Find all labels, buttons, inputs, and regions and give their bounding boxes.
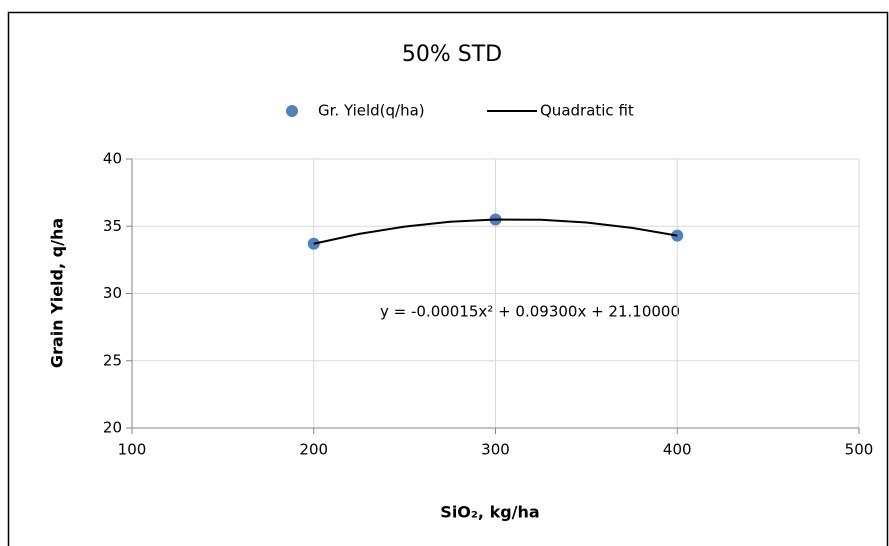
chart-title: 50% STD <box>402 42 502 67</box>
y-tick-label: 35 <box>103 217 122 235</box>
fit-line <box>313 218 678 245</box>
y-tick-label: 20 <box>103 419 122 437</box>
y-tick-label: 25 <box>103 351 122 369</box>
y-axis-label: Grain Yield, q/ha <box>48 218 67 368</box>
y-tick-label: 30 <box>103 284 122 302</box>
x-tick-label: 400 <box>663 441 692 459</box>
x-tick-label: 200 <box>299 441 328 459</box>
legend-marker <box>286 105 298 117</box>
x-tick-label: 300 <box>481 441 510 459</box>
x-tick-label: 100 <box>118 441 147 459</box>
x-axis-label: SiO₂, kg/ha <box>440 503 539 522</box>
x-tick-label: 500 <box>845 441 874 459</box>
legend-label: Quadratic fit <box>540 102 634 120</box>
fit-equation: y = -0.00015x² + 0.09300x + 21.10000 <box>380 303 680 321</box>
legend-label: Gr. Yield(q/ha) <box>318 102 425 120</box>
y-tick-label: 40 <box>103 150 122 168</box>
chart-border <box>7 11 889 546</box>
